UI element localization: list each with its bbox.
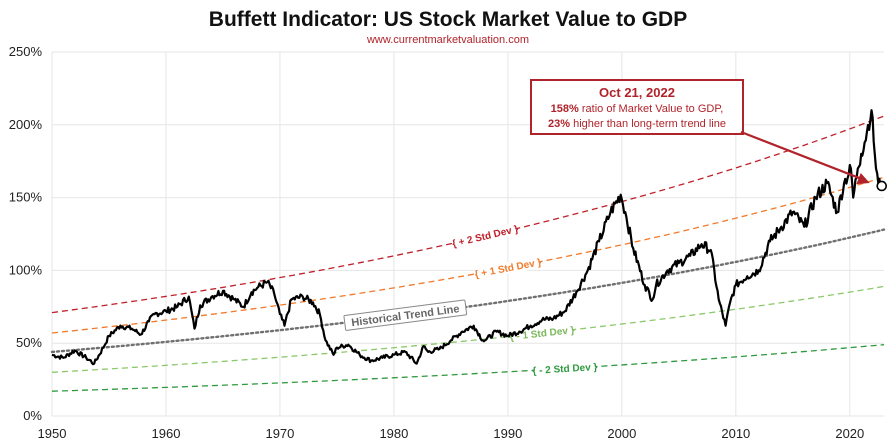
annotation-line-1-bold: 158%	[551, 103, 579, 115]
annotation-arrow-line	[740, 130, 863, 180]
x-tick-label: 2010	[721, 426, 750, 441]
band-label-group-trend: Historical Trend Line	[343, 299, 468, 331]
band-label-group-minus2: { - 2 Std Dev }	[532, 360, 598, 377]
y-tick-label: 150%	[9, 190, 43, 205]
annotation-line-1-rest: ratio of Market Value to GDP,	[579, 103, 724, 115]
band-line-plus2	[51, 115, 885, 314]
current-value-marker	[876, 180, 888, 192]
annotation-line-1: 158% ratio of Market Value to GDP,	[551, 103, 724, 115]
x-tick-label: 1970	[265, 426, 294, 441]
annotation-box	[530, 79, 744, 135]
annotation-date: Oct 21, 2022	[599, 85, 675, 100]
band-label-bg	[476, 256, 540, 280]
y-tick-label: 0%	[23, 408, 42, 423]
band-label-bg	[510, 323, 574, 343]
x-tick-label: 1980	[379, 426, 408, 441]
y-tick-label: 200%	[9, 117, 43, 132]
band-label-group-plus2: { + 2 Std Dev }	[451, 223, 520, 250]
band-label-bg	[453, 223, 517, 249]
series-line-0	[51, 109, 883, 366]
y-tick-label: 50%	[16, 335, 42, 350]
x-tick-label: 1990	[493, 426, 522, 441]
y-tick-label: 250%	[9, 44, 43, 59]
band-label-bg	[533, 360, 597, 377]
band-line-trend	[50, 228, 886, 354]
band-label-bg	[343, 299, 468, 331]
x-tick-label: 1960	[152, 426, 181, 441]
band-line-minus2	[51, 344, 885, 392]
band-label-minus2: { - 2 Std Dev }	[532, 362, 598, 377]
y-tick-label: 100%	[9, 262, 43, 277]
band-line-plus1	[51, 176, 885, 334]
x-tick-label: 2000	[607, 426, 636, 441]
annotation-line-2-rest: higher than long-term trend line	[570, 118, 726, 130]
chart-title: Buffett Indicator: US Stock Market Value…	[208, 8, 688, 31]
band-label-plus2: { + 2 Std Dev }	[451, 224, 519, 250]
annotation-line-2: 23% higher than long-term trend line	[548, 118, 726, 130]
chart-subtitle: www.currentmarketvaluation.com	[366, 34, 529, 46]
band-label-trend: Historical Trend Line	[351, 303, 460, 329]
annotation-arrow-head	[856, 172, 870, 185]
annotation-line-2-bold: 23%	[548, 118, 570, 130]
x-tick-label: 2020	[835, 426, 864, 441]
x-tick-label: 1950	[38, 426, 67, 441]
